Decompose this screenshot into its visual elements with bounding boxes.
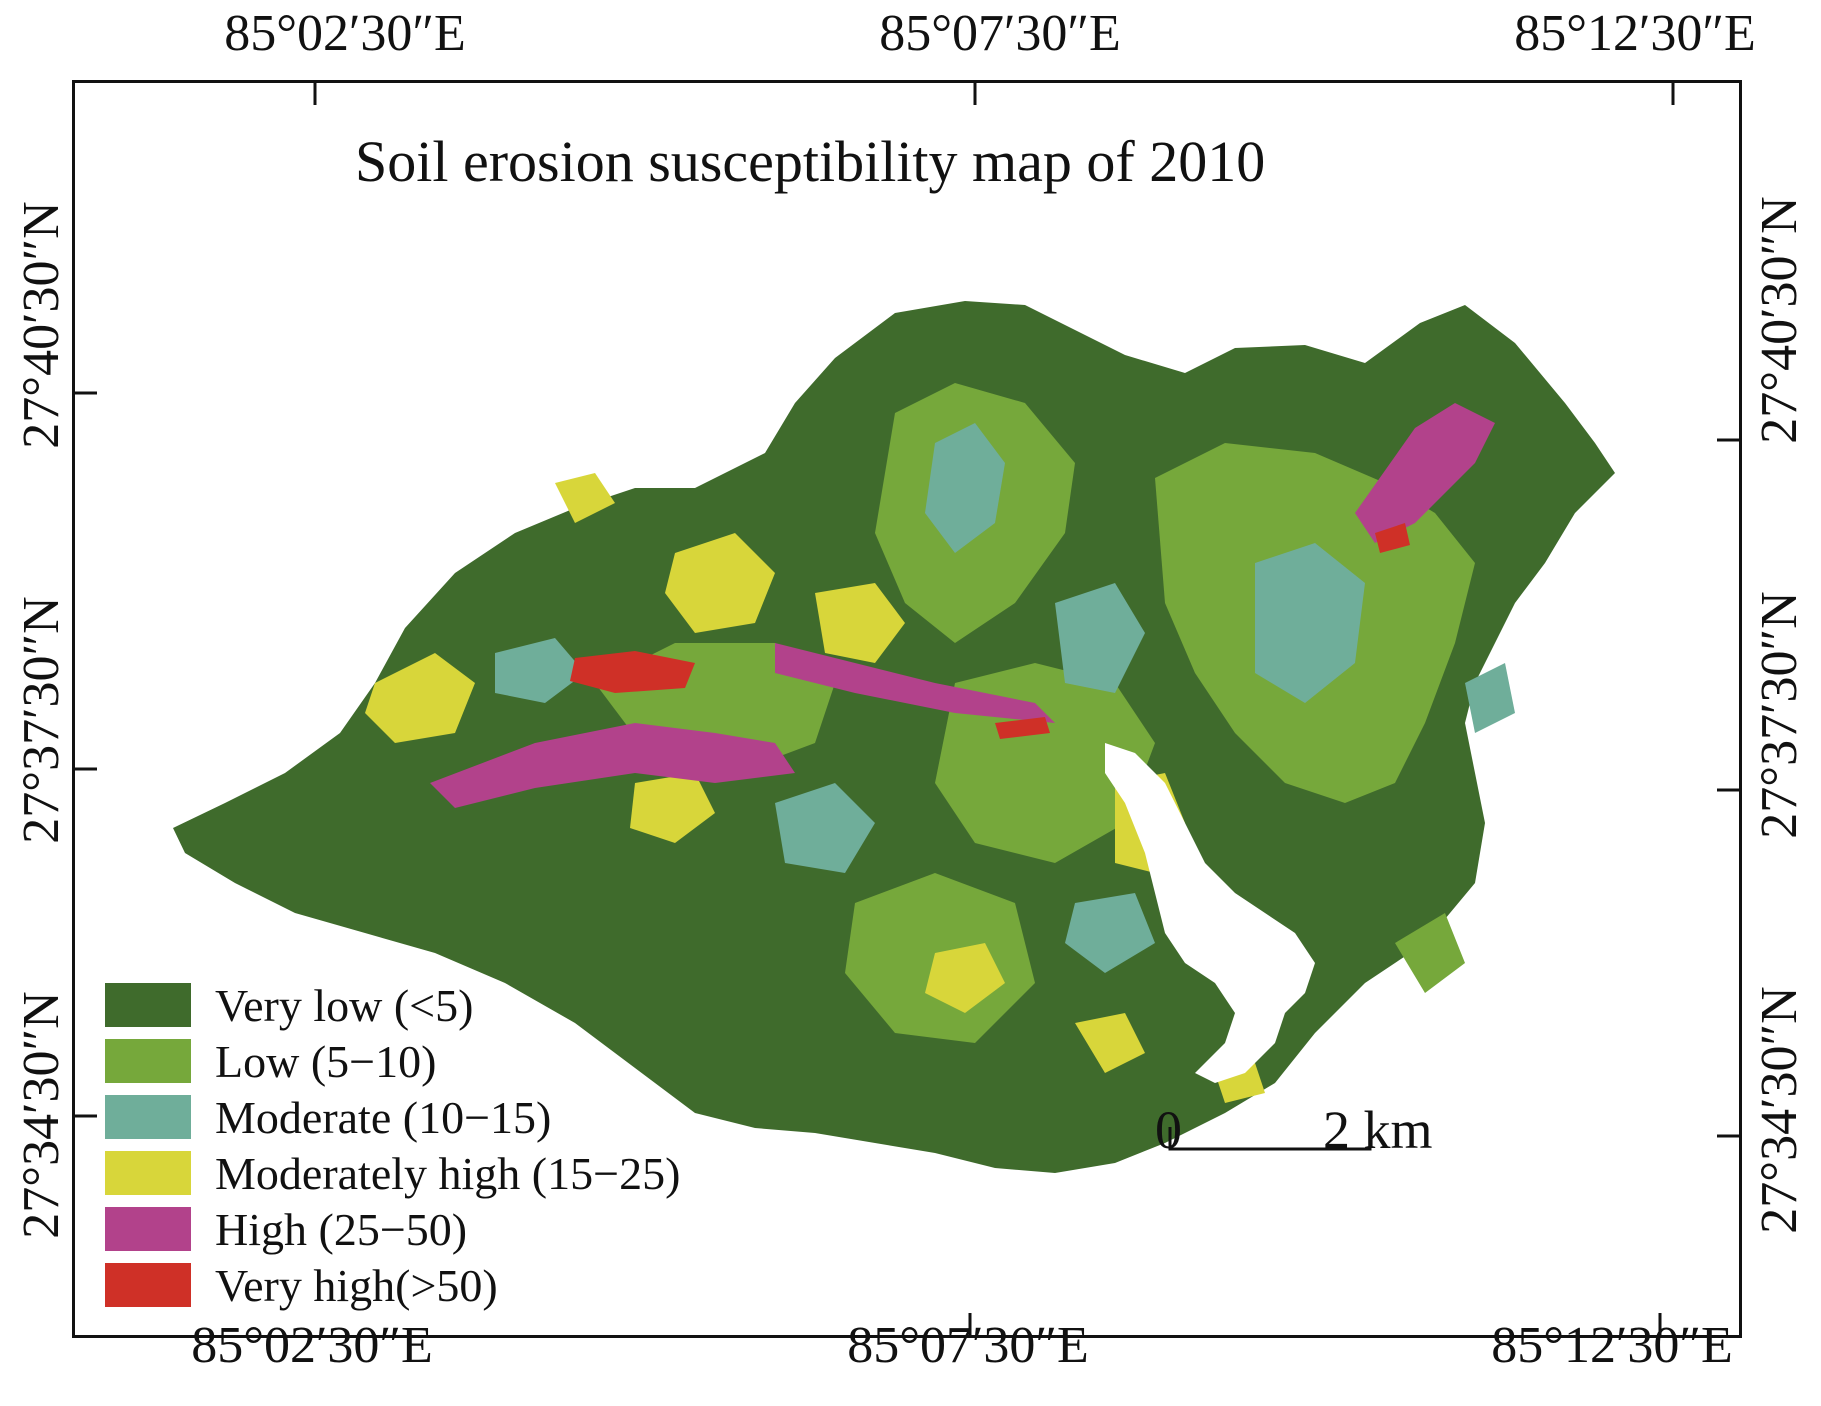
legend-label-moderately-high: Moderately high (15−25) xyxy=(215,1148,681,1199)
legend-swatch-high xyxy=(105,1207,191,1251)
right-latitude-label-3: 27°34′30″N xyxy=(1751,986,1808,1234)
legend-label-high: High (25−50) xyxy=(215,1204,468,1255)
top-longitude-label-2: 85°07′30″E xyxy=(879,5,1121,62)
legend-swatch-very-low xyxy=(105,983,191,1027)
right-latitude-label-2: 27°37′30″N xyxy=(1751,591,1808,839)
bottom-longitude-label-2: 85°07′30″E xyxy=(847,1317,1089,1374)
high-class-patches xyxy=(430,403,1495,808)
legend-label-low: Low (5−10) xyxy=(215,1036,437,1087)
legend-swatch-low xyxy=(105,1039,191,1083)
bottom-longitude-label-3: 85°12′30″E xyxy=(1491,1317,1733,1374)
scale-bar xyxy=(1168,1127,1372,1151)
moderate-class-patches xyxy=(495,423,1515,973)
scale-bar-start-label: 0 xyxy=(1155,1100,1182,1160)
legend-swatch-very-high xyxy=(105,1263,191,1307)
map-canvas xyxy=(75,83,1739,1335)
bottom-longitude-label-1: 85°02′30″E xyxy=(191,1317,433,1374)
reservoir xyxy=(1105,743,1315,1083)
legend-label-very-high: Very high(>50) xyxy=(215,1260,498,1311)
legend-label-moderate: Moderate (10−15) xyxy=(215,1092,552,1143)
legend-swatch-moderate xyxy=(105,1095,191,1139)
right-latitude-label-1: 27°40′30″N xyxy=(1751,196,1808,444)
top-longitude-label-3: 85°12′30″E xyxy=(1514,5,1756,62)
map-title: Soil erosion susceptibility map of 2010 xyxy=(355,129,1266,194)
left-latitude-label-2: 27°37′30″N xyxy=(13,596,70,844)
left-latitude-label-1: 27°40′30″N xyxy=(13,201,70,449)
top-longitude-label-1: 85°02′30″E xyxy=(224,5,466,62)
very-high-class-patches xyxy=(570,523,1410,739)
legend-label-very-low: Very low (<5) xyxy=(215,980,474,1031)
map-frame: Soil erosion susceptibility map of 2010 … xyxy=(72,80,1742,1338)
graticule-ticks xyxy=(75,83,1739,1335)
left-latitude-label-3: 27°34′30″N xyxy=(13,991,70,1239)
legend-swatch-moderately-high xyxy=(105,1151,191,1195)
scale-bar-end-label: 2 km xyxy=(1323,1100,1433,1160)
